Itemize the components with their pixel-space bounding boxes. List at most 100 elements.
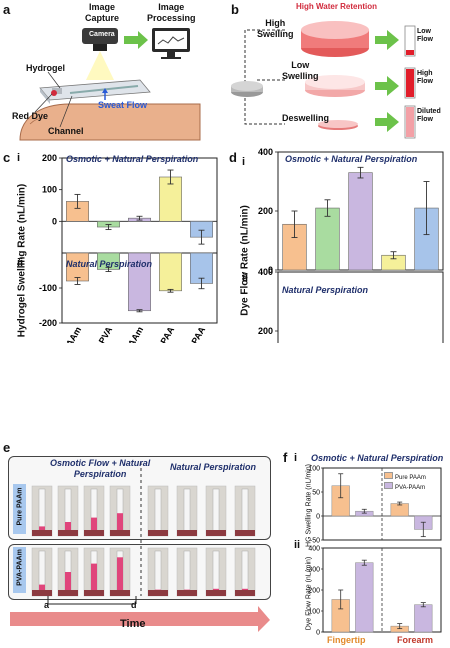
panel-d-title-bottom: Natural Perspiration (282, 285, 369, 295)
row-label-pure-paam-bg (13, 484, 26, 534)
legend-label-pure-paam: Pure PAAm (395, 475, 426, 481)
photo-base (206, 590, 226, 596)
photo-base (110, 590, 130, 596)
bar (355, 562, 374, 633)
channel-label: Channel (48, 126, 84, 136)
photo-base (110, 530, 130, 536)
dye-fill (91, 563, 97, 593)
photo-base (32, 590, 52, 596)
x-tick-label: PVA-PAA (179, 325, 207, 343)
panel-e-left-title: Osmotic Flow + Natural Perspiration (50, 458, 151, 479)
camera-icon (82, 28, 118, 44)
series-start-label: a (44, 600, 50, 610)
photo-base (58, 530, 78, 536)
panel-e-label: e (3, 440, 11, 455)
panel-e-photos (10, 462, 270, 632)
bar (315, 207, 340, 271)
legend-item-pva-paam: PVA-PAAm (384, 482, 426, 492)
y-tick-label: 400 (258, 148, 273, 157)
row-label-pva-paam: PVA-PAAm (16, 549, 24, 586)
dye-fill (39, 584, 45, 593)
y-tick-label: 200 (42, 153, 57, 163)
y-tick-label: 100 (42, 185, 57, 195)
channel (241, 550, 249, 594)
photo-base (148, 590, 168, 596)
photo-base (84, 590, 104, 596)
diluted-flow-label: Diluted Flow (417, 108, 441, 123)
panel-f-ii-label: ii (294, 539, 301, 551)
x-label-forearm: Forearm (397, 635, 434, 645)
y-tick-label: -50 (310, 538, 320, 545)
panel-f-legend: Pure PAAm PVA-PAAm (384, 472, 426, 492)
y-tick-label: 0 (268, 265, 273, 275)
channel (183, 488, 191, 534)
panel-c-label: c (3, 150, 11, 165)
red-dye-label: Red Dye (12, 111, 49, 121)
panel-d-ii-label: ii (242, 272, 249, 284)
legend-label-pva-paam: PVA-PAAm (395, 485, 426, 491)
panel-a-illustration (19, 28, 201, 141)
y-tick-label: 100 (308, 466, 320, 473)
panel-d-title-top: Osmotic + Natural Perspiration (285, 154, 418, 164)
dye-fill (117, 557, 123, 593)
panel-b-label: b (231, 2, 239, 17)
photo-base (177, 530, 197, 536)
dye-fill (91, 517, 97, 533)
y-tick-label: 200 (308, 588, 320, 595)
photo-base (32, 530, 52, 536)
dye-fill (39, 526, 45, 533)
photo-base (84, 530, 104, 536)
dye-fill (117, 513, 123, 533)
x-tick-label: PVA-PAAm (113, 325, 145, 343)
high-swelling-label: High Swelling (257, 18, 294, 39)
image-processing-label: Image Processing (147, 2, 196, 23)
panel-a-label: a (3, 2, 11, 17)
x-label-fingertip: Fingertip (327, 635, 366, 645)
channel (183, 550, 191, 594)
photo-base (206, 530, 226, 536)
image-capture-label: Image Capture (85, 2, 120, 23)
row-label-pva-paam-bg (13, 547, 26, 593)
sweat-flow-label: Sweat Flow (98, 100, 148, 110)
time-arrow (10, 606, 270, 632)
high-flow-label: High Flow (417, 70, 433, 85)
panel-f-i-label: i (294, 452, 298, 464)
panel-d-label: d (229, 150, 237, 165)
high-water-retention-label: High Water Retention (296, 2, 378, 11)
low-swelling-label: Low Swelling (282, 60, 319, 81)
low-flow-label: Low Flow (417, 28, 433, 43)
hydrogel-label: Hydrogel (26, 63, 66, 73)
panel-b-illustration (231, 21, 416, 139)
y-tick-label: -100 (39, 283, 57, 293)
x-tick-label: PAAm-PAA (144, 325, 177, 343)
x-tick-label: Pure PVA (85, 325, 114, 343)
time-label: Time (120, 618, 146, 630)
bar (390, 503, 409, 517)
y-tick-label: 200 (258, 206, 273, 216)
panel-d-chart: 02004000200400Pure PAAmPure PVAPVA-PAAmP… (258, 148, 444, 343)
row-label-pure-paam: Pure PAAm (16, 487, 24, 526)
panel-e-right-title: Natural Perspiration (170, 462, 257, 472)
panel-c-ii-label: ii (17, 257, 24, 269)
channel (212, 488, 220, 534)
y-tick-label: 100 (308, 609, 320, 616)
bar (159, 252, 182, 292)
y-tick-label: 50 (312, 490, 320, 497)
green-arrow-icon (124, 31, 148, 49)
channel (212, 550, 220, 594)
bar (348, 172, 373, 271)
panel-f-title: Osmotic + Natural Perspiration (311, 453, 444, 463)
panel-d-i-label: i (242, 156, 246, 168)
panel-c-title-bottom: Natural Perspiration (66, 259, 153, 269)
channel (241, 488, 249, 534)
y-tick-label: 0 (316, 630, 320, 637)
photo-base (235, 530, 255, 536)
series-end-label: d (131, 600, 137, 610)
dye-fill (65, 522, 71, 533)
photo-base (148, 530, 168, 536)
y-tick-label: 300 (308, 567, 320, 574)
channel (154, 488, 162, 534)
photo-base (177, 590, 197, 596)
plot-frame (277, 271, 444, 343)
y-tick-label: -200 (39, 318, 57, 328)
